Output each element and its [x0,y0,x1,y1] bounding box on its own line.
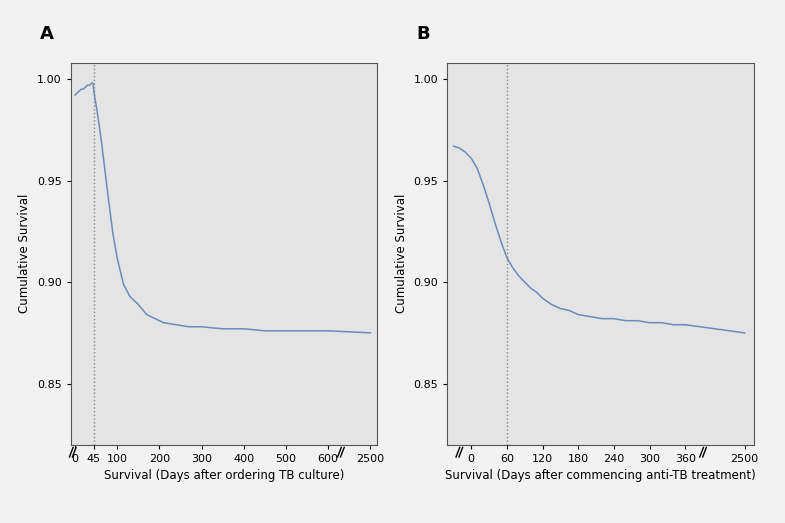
Text: A: A [40,25,54,42]
Y-axis label: Cumulative Survival: Cumulative Survival [18,194,31,313]
Y-axis label: Cumulative Survival: Cumulative Survival [395,194,408,313]
X-axis label: Survival (Days after ordering TB culture): Survival (Days after ordering TB culture… [104,469,344,482]
Text: B: B [417,25,430,42]
X-axis label: Survival (Days after commencing anti-TB treatment): Survival (Days after commencing anti-TB … [445,469,756,482]
